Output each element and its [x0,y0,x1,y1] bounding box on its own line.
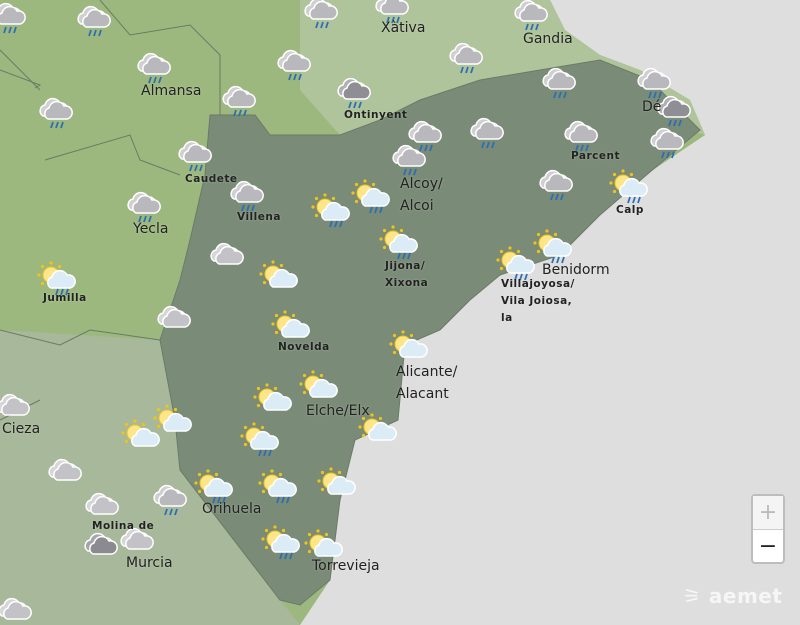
place-label: Alacant [396,386,449,402]
rain-weather-icon[interactable] [77,5,111,37]
sun-cloud-rain-weather-icon[interactable] [496,246,535,281]
sun-cloud-weather-icon[interactable] [121,419,160,447]
zoom-out-button[interactable]: − [758,534,778,559]
rain-weather-icon[interactable] [304,0,338,29]
cloudy-weather-icon[interactable] [48,458,82,481]
borders [0,0,221,421]
place-label: Caudete [185,173,238,185]
place-label: Xixona [385,277,429,289]
rain-weather-icon[interactable] [39,97,73,129]
rain-weather-icon[interactable] [137,52,171,84]
rain-weather-icon[interactable] [539,169,573,201]
rain-weather-icon[interactable] [449,42,483,74]
rain-weather-icon[interactable] [127,191,161,223]
cloudy-weather-icon[interactable] [210,242,244,265]
sun-cloud-weather-icon[interactable] [271,310,310,338]
sun-cloud-weather-icon[interactable] [259,260,298,288]
sun-cloud-rain-weather-icon[interactable] [351,179,390,214]
place-label: Parcent [571,150,621,162]
place-label: Torrevieja [312,558,380,574]
sun-cloud-rain-weather-icon[interactable] [240,422,279,457]
place-label: Ontinyent [344,109,408,121]
region-murcia [0,330,300,625]
place-label: Dé [642,99,662,115]
logo-mark-icon: ⚞ [683,584,709,608]
rain-weather-icon[interactable] [277,49,311,81]
rain-weather-icon[interactable] [178,140,212,172]
rain-dark-weather-icon[interactable] [657,95,691,127]
rain-weather-icon[interactable] [222,85,256,117]
sun-cloud-weather-icon[interactable] [389,330,428,358]
cloudy-weather-icon[interactable] [157,305,191,328]
overcast-weather-icon[interactable] [84,532,118,555]
rain-weather-icon[interactable] [542,67,576,99]
sun-cloud-rain-weather-icon[interactable] [261,525,300,560]
rain-weather-icon[interactable] [0,2,26,34]
place-label: Orihuela [202,501,262,517]
place-label: Almansa [141,83,202,99]
place-label: Calp [616,204,644,216]
sun-cloud-weather-icon[interactable] [358,413,397,441]
place-label: Gandia [523,31,573,47]
place-label: Benidorm [542,262,610,278]
place-label: Alcoy/ [400,176,443,192]
place-label: Alicante/ [396,364,458,380]
rain-weather-icon[interactable] [392,144,426,176]
rain-weather-icon[interactable] [514,0,548,31]
sun-cloud-weather-icon[interactable] [153,404,192,432]
place-label: Cieza [2,421,41,437]
sun-cloud-rain-weather-icon[interactable] [379,225,418,260]
place-label: Vila Joiosa, [501,295,573,307]
zoom-control: + − [751,494,785,564]
rain-weather-icon[interactable] [408,120,442,152]
cloudy-weather-icon[interactable] [85,492,119,515]
sun-cloud-weather-icon[interactable] [253,383,292,411]
place-label: Molina de [92,520,155,532]
rain-weather-icon[interactable] [637,67,671,99]
sun-cloud-rain-weather-icon[interactable] [609,169,648,204]
rain-dark-weather-icon[interactable] [337,77,371,109]
rain-weather-icon[interactable] [650,127,684,159]
place-label: Jumilla [43,292,87,304]
place-label: Xàtiva [381,20,426,36]
zoom-in-button[interactable]: + [753,496,783,530]
place-label: Elche/Elx [306,403,370,419]
sun-cloud-rain-weather-icon[interactable] [194,469,233,504]
sun-cloud-rain-weather-icon[interactable] [258,469,297,504]
place-label: Murcia [126,555,173,571]
place-label: Novelda [278,341,330,353]
logo-text: aemet [708,584,783,608]
sun-cloud-rain-weather-icon[interactable] [533,229,572,264]
sun-cloud-weather-icon[interactable] [299,370,338,398]
aemet-logo: ⚞ aemet [683,584,782,608]
place-label: Villena [237,211,281,223]
rain-weather-icon[interactable] [375,0,409,24]
rain-weather-icon[interactable] [564,120,598,152]
sun-cloud-weather-icon[interactable] [304,529,343,557]
cloudy-weather-icon[interactable] [0,597,32,620]
place-label: Alcoi [400,198,434,214]
place-label: Yecla [133,221,169,237]
rain-weather-icon[interactable] [470,117,504,149]
rain-weather-icon[interactable] [153,484,187,516]
rain-weather-icon[interactable] [230,180,264,212]
cloudy-weather-icon[interactable] [120,527,154,550]
place-label: la [501,312,513,324]
place-label: Jijona/ [385,260,426,272]
place-label: Villajoyosa/ [501,278,575,290]
sun-cloud-weather-icon[interactable] [317,467,356,495]
region-valencia [300,0,705,135]
sun-cloud-rain-weather-icon[interactable] [37,261,76,296]
sun-cloud-rain-weather-icon[interactable] [311,193,350,228]
cloudy-weather-icon[interactable] [0,393,30,416]
